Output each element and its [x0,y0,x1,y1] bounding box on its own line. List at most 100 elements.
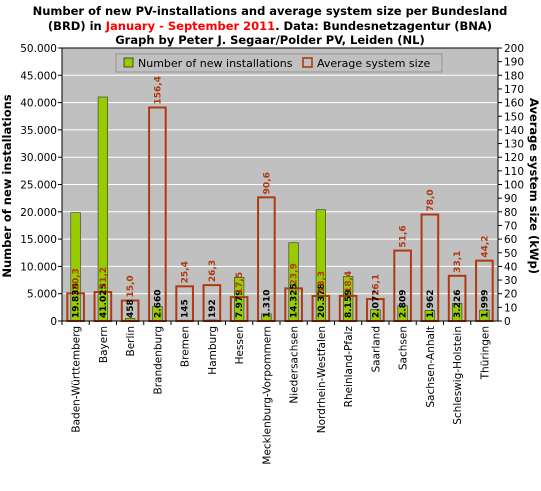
category-label: Saarland [370,326,382,373]
legend-label-avg: Average system size [317,57,430,70]
category-label: Rheinland-Pfalz [343,326,355,408]
count-data-labels: 19.838 41.025 458 2.660 145 192 7.979 1.310 14.3… [72,283,491,318]
category-label: Brandenburg [152,326,164,395]
y2-tick-label: 120 [504,152,524,164]
count-data-label: 41.025 [99,283,109,318]
category-label: Thüringen [479,326,491,380]
y2-tick-label: 130 [504,139,524,151]
chart-title-line2: (BRD) in January - September 2011. Data:… [48,19,492,33]
category-label: Sachsen-Anhalt [425,326,437,408]
left-axis-ticks: 0 5.000 10.000 15.000 20.000 25.000 30.000 35.0… [20,43,62,328]
y-tick-label: 20.000 [20,207,57,219]
y-tick-label: 5.000 [27,289,57,301]
count-data-label: 2.809 [399,290,409,318]
avg-data-label: 25,4 [181,261,191,283]
y2-tick-label: 150 [504,111,524,123]
count-data-label: 192 [208,299,218,318]
avg-data-label: 15,0 [126,275,136,297]
count-data-label: 3.226 [453,290,463,318]
legend-swatch-count [123,57,134,68]
y-tick-label: 30.000 [20,152,57,164]
y2-tick-label: 110 [504,166,524,178]
avg-data-label: 33,1 [453,251,463,273]
category-label: Schleswig-Holstein [452,326,464,425]
count-data-label: 1.310 [262,290,272,318]
count-data-label: 458 [126,299,136,318]
category-label: Bayern [98,326,110,363]
y-tick-label: 35.000 [20,125,57,137]
y2-axis-title: Average system size (kWp) [527,98,541,274]
category-label: Hessen [234,326,246,364]
y2-tick-label: 70 [504,220,517,232]
y-tick-label: 25.000 [20,180,57,192]
y-tick-label: 0 [50,316,57,328]
y2-tick-label: 40 [504,261,517,273]
avg-data-label: 21,2 [99,267,109,289]
category-label: Baden-Württemberg [71,326,83,433]
y2-tick-label: 160 [504,98,524,110]
y-tick-label: 50.000 [20,43,57,55]
count-data-label: 145 [181,299,191,318]
count-data-label: 8.159 [344,290,354,318]
count-data-label: 1.962 [426,290,436,318]
category-label: Berlin [125,326,137,356]
legend: Number of new installations Average syst… [115,53,443,73]
avg-data-label: 26,3 [208,260,218,282]
category-label: Mecklenburg-Vorpommern [261,326,273,465]
y2-tick-label: 20 [504,289,517,301]
y2-tick-label: 10 [504,302,517,314]
count-data-label: 2.072 [371,290,381,318]
y2-tick-label: 140 [504,125,524,137]
count-data-label: 1.999 [480,290,490,318]
category-label: Bremen [180,326,192,367]
y-tick-label: 45.000 [20,70,57,82]
avg-data-label: 156,4 [153,76,163,104]
category-label: Niedersachsen [289,326,301,404]
category-label: Sachsen [398,326,410,370]
avg-data-label: 18,3 [317,271,327,293]
avg-data-label: 78,0 [426,189,436,211]
count-data-label: 19.838 [72,283,82,318]
avg-data-label: 90,6 [262,172,272,194]
y2-tick-label: 90 [504,193,517,205]
avg-data-label: 20,3 [72,268,82,290]
category-label: Nordrhein-Westfalen [316,326,328,433]
y2-tick-label: 190 [504,57,524,69]
avg-data-label: 44,2 [480,235,490,257]
count-data-label: 20.378 [317,283,327,318]
y2-tick-label: 0 [504,316,511,328]
title-line2-post: . Data: Bundesnetzagentur (BNA) [275,19,492,33]
y2-tick-label: 180 [504,70,524,82]
chart-title-line3: Graph by Peter J. Segaar/Polder PV, Leid… [115,33,425,47]
y-axis-title: Number of new installations [0,94,14,277]
avg-data-label: 51,6 [399,225,409,247]
avg-data-label: 17,5 [235,272,245,294]
legend-box [115,53,443,73]
legend-label-count: Number of new installations [138,57,293,70]
avg-data-label: 23,9 [290,263,300,285]
count-data-label: 14.325 [290,283,300,318]
y-tick-label: 15.000 [20,234,57,246]
avg-data-label: 16,1 [371,274,381,296]
y-tick-label: 10.000 [20,261,57,273]
avg-data-labels: 20,3 21,2 15,0 156,4 25,4 26,3 17,5 90,6 23,9 18,… [72,76,491,297]
count-data-label: 2.660 [153,290,163,318]
y2-tick-label: 200 [504,43,524,55]
y-tick-label: 40.000 [20,98,57,110]
y2-tick-label: 100 [504,180,524,192]
title-date-range: January - September 2011 [105,19,275,33]
avg-data-label: 18,4 [344,271,354,293]
legend-swatch-avg [302,57,313,68]
y2-tick-label: 50 [504,248,517,260]
y2-tick-label: 170 [504,84,524,96]
count-data-label: 7.979 [235,290,245,318]
category-axis: Baden-Württemberg Bayern Berlin Brandenburg… [61,321,491,465]
y2-tick-label: 60 [504,234,517,246]
title-line2-pre: (BRD) in [48,19,106,33]
chart-title-line1: Number of new PV-installations and avera… [33,4,508,18]
y2-tick-label: 80 [504,207,517,219]
y2-tick-label: 30 [504,275,517,287]
category-label: Hamburg [207,326,219,375]
